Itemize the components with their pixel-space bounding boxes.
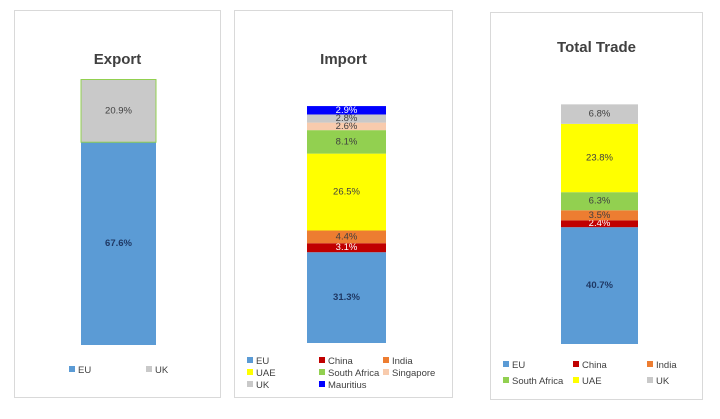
export-bar-eu: [81, 142, 156, 345]
export-legend-item-uk: UK: [146, 365, 168, 377]
total-trade-label-uk: 6.8%: [589, 109, 611, 120]
import-bar-eu: [307, 252, 386, 343]
total-trade-bar-eu: [561, 227, 638, 344]
total-trade-legend-item-uk: UK: [647, 376, 669, 388]
legend-swatch: [319, 381, 325, 387]
legend-swatch: [573, 361, 579, 367]
total-trade-legend-item-south-africa: South Africa: [503, 376, 563, 388]
export-chart-panel: Export 67.6% 20.9% EU UK: [14, 10, 221, 398]
import-label-china: 3.1%: [336, 242, 358, 253]
legend-swatch: [247, 381, 253, 387]
legend-swatch: [319, 369, 325, 375]
legend-label: UAE: [582, 376, 602, 387]
legend-label: EU: [512, 360, 526, 371]
legend-swatch: [383, 369, 389, 375]
legend-label: South Africa: [512, 376, 564, 387]
legend-label: UK: [155, 365, 169, 376]
legend-label: India: [656, 360, 677, 371]
total-trade-label-eu: 40.7%: [586, 280, 613, 291]
import-label-india: 4.4%: [336, 231, 358, 242]
total-trade-legend-item-china: China: [573, 360, 607, 372]
total-trade-bar-china: [561, 220, 638, 228]
total-trade-label-china: 2.4%: [589, 218, 611, 229]
export-label-uk: 20.9%: [105, 105, 132, 116]
export-label-eu: 67.6%: [105, 238, 132, 249]
import-chart-title: Import: [320, 51, 367, 68]
total-trade-label-uae: 23.8%: [586, 153, 613, 164]
import-bar-uk: [307, 114, 386, 123]
import-label-eu: 31.3%: [333, 292, 360, 303]
legend-swatch: [573, 377, 579, 383]
export-legend-item-eu: EU: [69, 365, 91, 377]
legend-swatch: [383, 357, 389, 363]
legend-label: EU: [256, 356, 270, 367]
import-label-singapore: 2.6%: [336, 121, 358, 132]
legend-swatch: [247, 369, 253, 375]
import-chart-plot: 31.3% 3.1%4.4% 26.5% 8.1% 2.6%2.8%2.9%: [307, 105, 386, 343]
legend-swatch: [647, 377, 653, 383]
import-label-mauritius: 2.9%: [336, 105, 358, 116]
legend-label: UAE: [256, 368, 276, 379]
total-trade-chart-title: Total Trade: [557, 39, 636, 56]
total-trade-bar-india: [561, 210, 638, 221]
import-legend-item-china: China: [319, 356, 353, 368]
total-trade-legend-item-uae: UAE: [573, 376, 602, 388]
legend-label: UK: [656, 376, 670, 387]
legend-label: UK: [256, 380, 270, 391]
import-legend-item-singapore: Singapore: [383, 368, 435, 380]
legend-swatch: [69, 366, 75, 372]
export-chart-title: Export: [93, 51, 142, 68]
import-legend-item-eu: EU: [247, 356, 269, 368]
import-legend-item-mauritius: Mauritius: [319, 380, 367, 392]
legend-swatch: [247, 357, 253, 363]
export-chart-plot: 67.6% 20.9%: [80, 79, 157, 345]
import-bar-mauritius: [307, 106, 386, 115]
import-bar-uae: [307, 153, 386, 231]
legend-label: Mauritius: [328, 380, 367, 391]
total-trade-legend-item-india: India: [647, 360, 677, 372]
legend-label: South Africa: [328, 368, 380, 379]
import-bar-singapore: [307, 122, 386, 131]
total-trade-label-south-africa: 6.3%: [589, 196, 611, 207]
total-trade-label-india: 3.5%: [589, 210, 611, 221]
legend-swatch: [503, 361, 509, 367]
import-bar-india: [307, 230, 386, 244]
legend-swatch: [647, 361, 653, 367]
total-trade-chart-plot: 40.7% 2.4%3.5% 6.3% 23.8% 6.8%: [561, 104, 638, 344]
legend-label: India: [392, 356, 413, 367]
legend-label: Singapore: [392, 368, 436, 379]
total-trade-legend-item-eu: EU: [503, 360, 525, 372]
total-trade-chart-panel: Total Trade 40.7% 2.4% 3.5% 6.3% 23.8% 6.8% E…: [490, 12, 703, 400]
legend-swatch: [319, 357, 325, 363]
total-trade-bar-uk: [561, 104, 638, 124]
total-trade-bar-uae: [561, 123, 638, 193]
import-label-uk: 2.8%: [336, 113, 358, 124]
import-legend-item-uae: UAE: [247, 368, 276, 380]
import-chart-panel: Import 31.3% 3.1% 4.4% 26.5% 8.1% 2.6% 2.8% 2.9…: [234, 10, 453, 398]
import-legend-item-india: India: [383, 356, 413, 368]
legend-swatch: [146, 366, 152, 372]
import-legend-item-uk: UK: [247, 380, 269, 392]
import-bar-china: [307, 243, 386, 253]
legend-swatch: [503, 377, 509, 383]
import-bar-south-africa: [307, 130, 386, 154]
legend-label: EU: [78, 365, 92, 376]
legend-label: China: [328, 356, 353, 367]
legend-label: China: [582, 360, 607, 371]
total-trade-bar-south-africa: [561, 192, 638, 211]
import-legend-item-south-africa: South Africa: [319, 368, 379, 380]
export-bar-uk: [80, 79, 157, 143]
import-label-uae: 26.5%: [333, 187, 360, 198]
import-label-south-africa: 8.1%: [336, 136, 358, 147]
